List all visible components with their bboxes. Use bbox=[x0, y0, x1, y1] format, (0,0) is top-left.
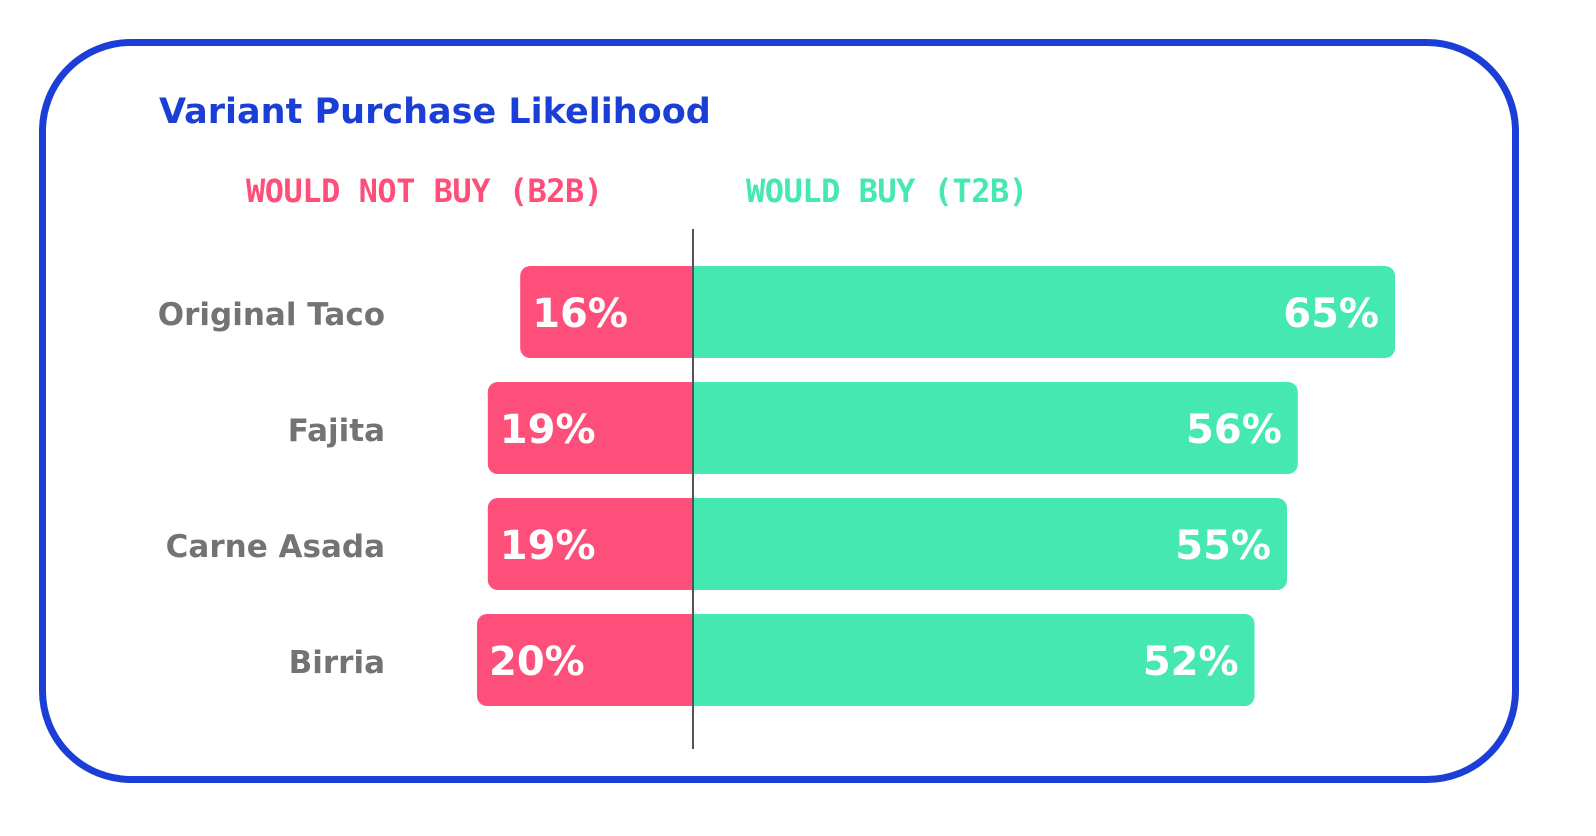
category-label: Birria bbox=[289, 645, 385, 681]
bar-would-not-buy bbox=[487, 382, 705, 474]
value-label-would-buy: 52% bbox=[1143, 639, 1239, 685]
value-label-would-not-buy: 19% bbox=[500, 407, 596, 453]
bar-would-buy bbox=[693, 266, 1395, 358]
value-label-would-buy: 56% bbox=[1186, 407, 1282, 453]
bar-would-buy-edge bbox=[693, 266, 707, 358]
value-label-would-buy: 55% bbox=[1175, 523, 1271, 569]
bar-would-not-buy bbox=[520, 266, 705, 358]
value-label-would-not-buy: 19% bbox=[500, 523, 596, 569]
chart-title: Variant Purchase Likelihood bbox=[159, 92, 711, 132]
legend-would-not-buy: WOULD NOT BUY (B2B) bbox=[246, 172, 603, 210]
value-label-would-not-buy: 16% bbox=[532, 291, 628, 337]
bar-would-buy-edge bbox=[693, 382, 707, 474]
legend-would-buy: WOULD BUY (T2B) bbox=[746, 172, 1028, 210]
bar-would-not-buy bbox=[487, 498, 705, 590]
bar-would-buy bbox=[693, 614, 1255, 706]
category-label: Carne Asada bbox=[166, 529, 385, 565]
bar-would-buy bbox=[693, 498, 1287, 590]
value-label-would-buy: 65% bbox=[1283, 291, 1379, 337]
bar-would-buy-edge bbox=[693, 498, 707, 590]
category-label: Original Taco bbox=[158, 297, 385, 333]
value-label-would-not-buy: 20% bbox=[489, 639, 585, 685]
bar-would-buy-edge bbox=[693, 614, 707, 706]
bar-would-buy bbox=[693, 382, 1298, 474]
category-label: Fajita bbox=[288, 413, 385, 449]
bar-would-not-buy bbox=[477, 614, 705, 706]
